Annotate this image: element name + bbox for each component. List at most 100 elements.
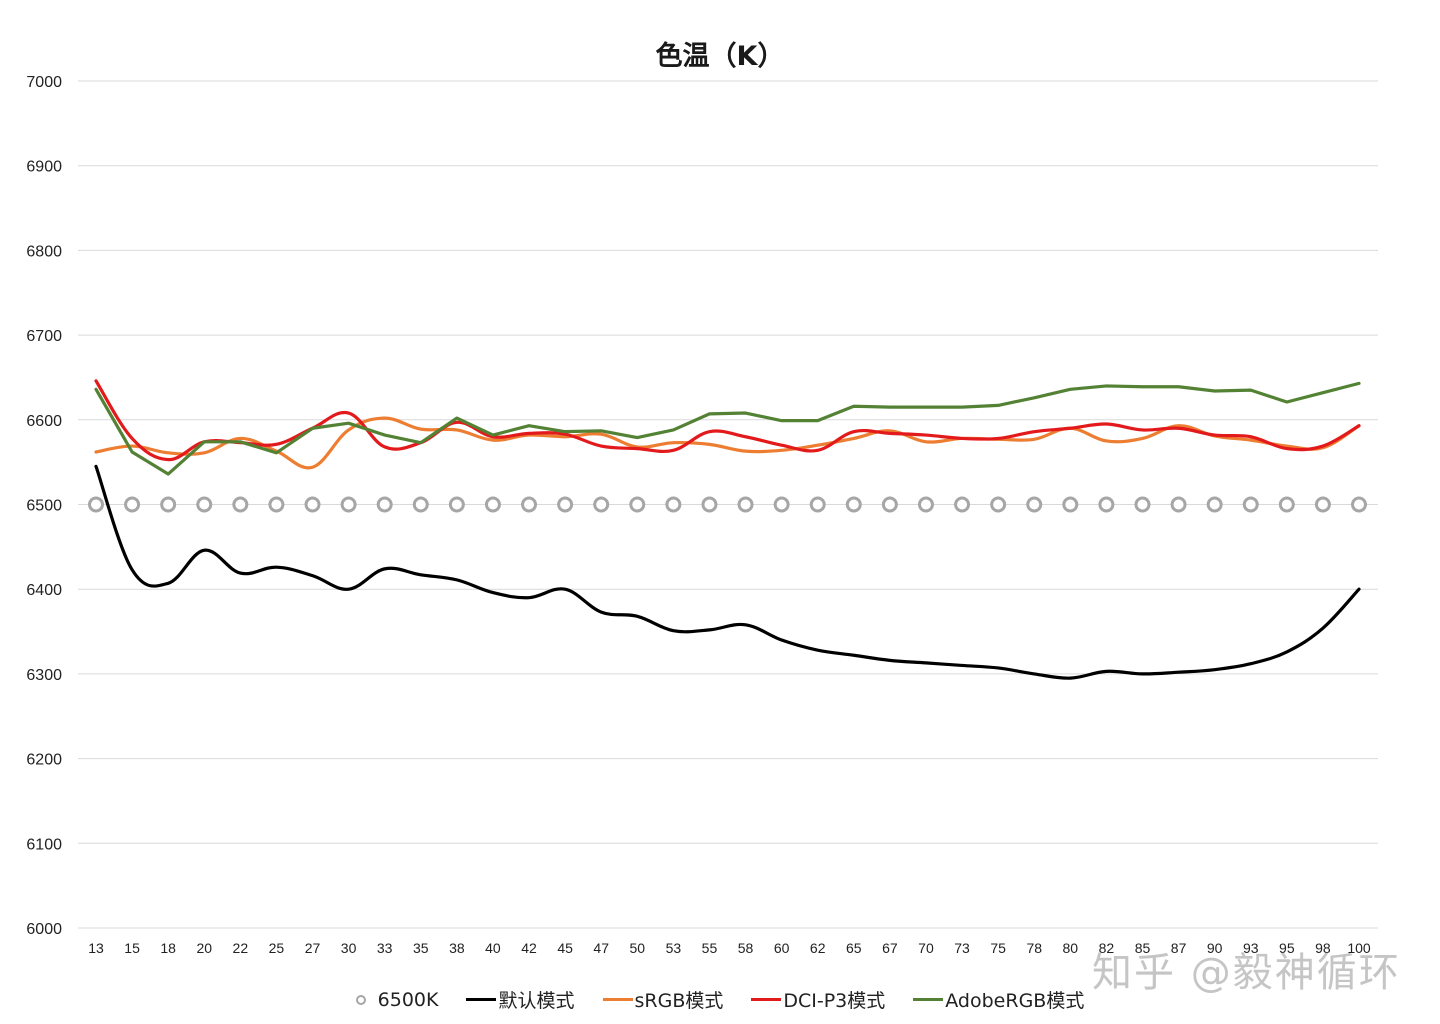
x-axis-ticks: 13 15 18 20 22 25 27 30 33 35 38 40 42 45 47 50 53 55 58 60…	[88, 940, 1371, 956]
data-point-marker	[340, 496, 357, 513]
line-swatch-icon	[602, 998, 633, 1001]
series-6500K	[88, 496, 1367, 513]
data-point-marker	[845, 496, 862, 513]
x-tick-label: 95	[1279, 940, 1295, 956]
legend-label: 6500K	[377, 988, 439, 1011]
data-point-marker	[1134, 496, 1151, 513]
y-tick-label: 6000	[26, 921, 62, 938]
x-tick-label: 45	[557, 940, 573, 956]
data-point-marker	[124, 496, 141, 513]
legend-item-dci-p3-mode: DCI-P3模式	[751, 986, 885, 1013]
x-tick-label: 20	[196, 940, 212, 956]
x-tick-label: 40	[485, 940, 501, 956]
x-tick-label: 25	[269, 940, 285, 956]
data-point-marker	[412, 496, 429, 513]
line-swatch-icon	[751, 998, 782, 1001]
series-line	[94, 416, 1361, 470]
data-point-marker	[1278, 496, 1295, 513]
y-tick-label: 7000	[26, 74, 62, 91]
series-line	[94, 464, 1361, 680]
x-tick-label: 53	[666, 940, 682, 956]
x-tick-label: 87	[1171, 940, 1187, 956]
data-point-marker	[1242, 496, 1259, 513]
data-point-marker	[88, 496, 104, 513]
legend-label: sRGB模式	[634, 990, 724, 1012]
x-tick-label: 82	[1099, 940, 1115, 956]
legend-label: 默认模式	[498, 990, 575, 1012]
x-tick-label: 90	[1207, 940, 1223, 956]
legend-label: AdobeRGB模式	[945, 990, 1085, 1012]
x-tick-label: 62	[810, 940, 826, 956]
data-point-marker	[954, 496, 971, 513]
x-tick-label: 33	[377, 940, 393, 956]
x-tick-label: 42	[521, 940, 537, 956]
data-point-marker	[160, 496, 177, 513]
y-tick-label: 6300	[26, 667, 62, 684]
data-point-marker	[304, 496, 321, 513]
data-point-marker	[917, 496, 934, 513]
data-point-marker	[593, 496, 610, 513]
data-point-marker	[1314, 496, 1331, 513]
legend: 6500K 默认模式 sRGB模式 DCI-P3模式 AdobeRGB模式	[0, 986, 1440, 1013]
chart-title: 色温（K）	[655, 41, 785, 72]
x-tick-label: 18	[160, 940, 176, 956]
data-point-marker	[232, 496, 249, 513]
y-tick-label: 6100	[26, 836, 62, 853]
x-tick-label: 100	[1347, 940, 1371, 956]
series-group	[88, 379, 1367, 680]
legend-item-srgb-mode: sRGB模式	[602, 986, 724, 1013]
series-line	[94, 381, 1361, 476]
data-point-marker	[1062, 496, 1079, 513]
y-tick-label: 6800	[26, 243, 62, 260]
x-tick-label: 78	[1026, 940, 1042, 956]
data-point-marker	[448, 496, 465, 513]
x-tick-label: 75	[990, 940, 1006, 956]
data-point-marker	[629, 496, 646, 513]
x-tick-label: 50	[629, 940, 645, 956]
data-point-marker	[268, 496, 285, 513]
y-axis-ticks: 6000 6100 6200 6300 6400 6500 6600 6700 6800 6900…	[26, 74, 62, 938]
data-point-marker	[196, 496, 213, 513]
x-tick-label: 65	[846, 940, 862, 956]
y-tick-label: 6500	[26, 498, 62, 515]
data-point-marker	[881, 496, 898, 513]
data-point-marker	[737, 496, 754, 513]
data-point-marker	[1170, 496, 1187, 513]
data-point-marker	[809, 496, 826, 513]
y-tick-label: 6600	[26, 413, 62, 430]
x-tick-label: 98	[1315, 940, 1331, 956]
x-tick-label: 55	[702, 940, 718, 956]
x-tick-label: 73	[954, 940, 970, 956]
x-tick-label: 15	[124, 940, 140, 956]
x-tick-label: 30	[341, 940, 357, 956]
y-tick-label: 6900	[26, 159, 62, 176]
legend-label: DCI-P3模式	[783, 990, 886, 1012]
data-point-marker	[990, 496, 1007, 513]
x-tick-label: 67	[882, 940, 898, 956]
data-point-marker	[557, 496, 574, 513]
line-swatch-icon	[913, 998, 944, 1001]
series-sRGB模式	[94, 416, 1361, 470]
x-tick-label: 58	[738, 940, 754, 956]
data-point-marker	[1206, 496, 1223, 513]
circle-marker-icon	[355, 994, 366, 1005]
data-point-marker	[1351, 496, 1367, 513]
data-point-marker	[665, 496, 682, 513]
data-point-marker	[484, 496, 501, 513]
x-tick-label: 60	[774, 940, 790, 956]
x-tick-label: 22	[233, 940, 249, 956]
legend-item-default-mode: 默认模式	[466, 986, 575, 1013]
y-tick-label: 6400	[26, 582, 62, 599]
data-point-marker	[1026, 496, 1043, 513]
y-tick-label: 6200	[26, 752, 62, 769]
legend-item-6500k: 6500K	[355, 988, 439, 1011]
legend-item-adobergb-mode: AdobeRGB模式	[913, 986, 1084, 1013]
data-point-marker	[773, 496, 790, 513]
data-point-marker	[376, 496, 393, 513]
data-point-marker	[521, 496, 538, 513]
x-tick-label: 70	[918, 940, 934, 956]
line-swatch-icon	[466, 998, 497, 1001]
series-默认模式	[94, 464, 1361, 680]
